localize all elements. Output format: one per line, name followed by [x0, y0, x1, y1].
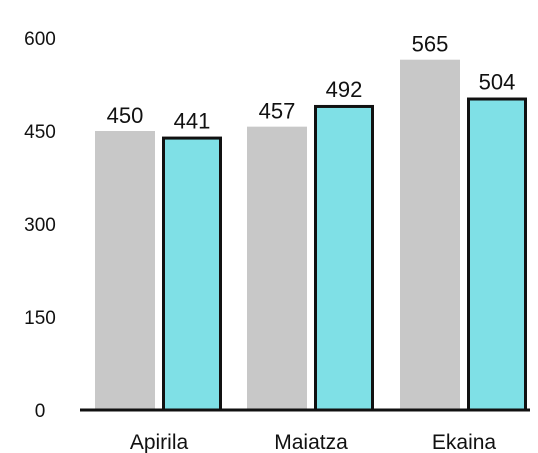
x-tick-label: Maiatza: [274, 431, 348, 453]
x-tick-label: Apirila: [130, 431, 189, 453]
data-label: 504: [479, 70, 516, 95]
y-axis: 0 150 300 450 600: [24, 29, 56, 422]
y-tick-label: 600: [24, 29, 56, 50]
data-label: 441: [174, 109, 211, 134]
bar-apirila-series-1: [95, 131, 155, 410]
data-label: 565: [412, 32, 449, 57]
data-label: 457: [259, 99, 296, 124]
data-label: 450: [107, 103, 144, 128]
y-tick-label: 300: [24, 215, 56, 236]
data-labels-group: 450 441 457 492 565 504: [107, 32, 516, 134]
x-tick-label: Ekaina: [432, 431, 497, 453]
bars-group: [95, 59, 527, 412]
bar-apirila-series-2: [162, 136, 222, 412]
bar-ekaina-series-2: [467, 97, 527, 412]
y-tick-label: 150: [24, 308, 56, 329]
bar-maiatza-series-2: [314, 104, 374, 412]
bar-ekaina-series-1: [400, 59, 460, 410]
x-axis: Apirila Maiatza Ekaina: [130, 431, 497, 453]
y-tick-label: 450: [24, 122, 56, 143]
bar-maiatza-series-1: [247, 126, 307, 410]
y-tick-label: 0: [35, 401, 46, 422]
data-label: 492: [326, 77, 363, 102]
